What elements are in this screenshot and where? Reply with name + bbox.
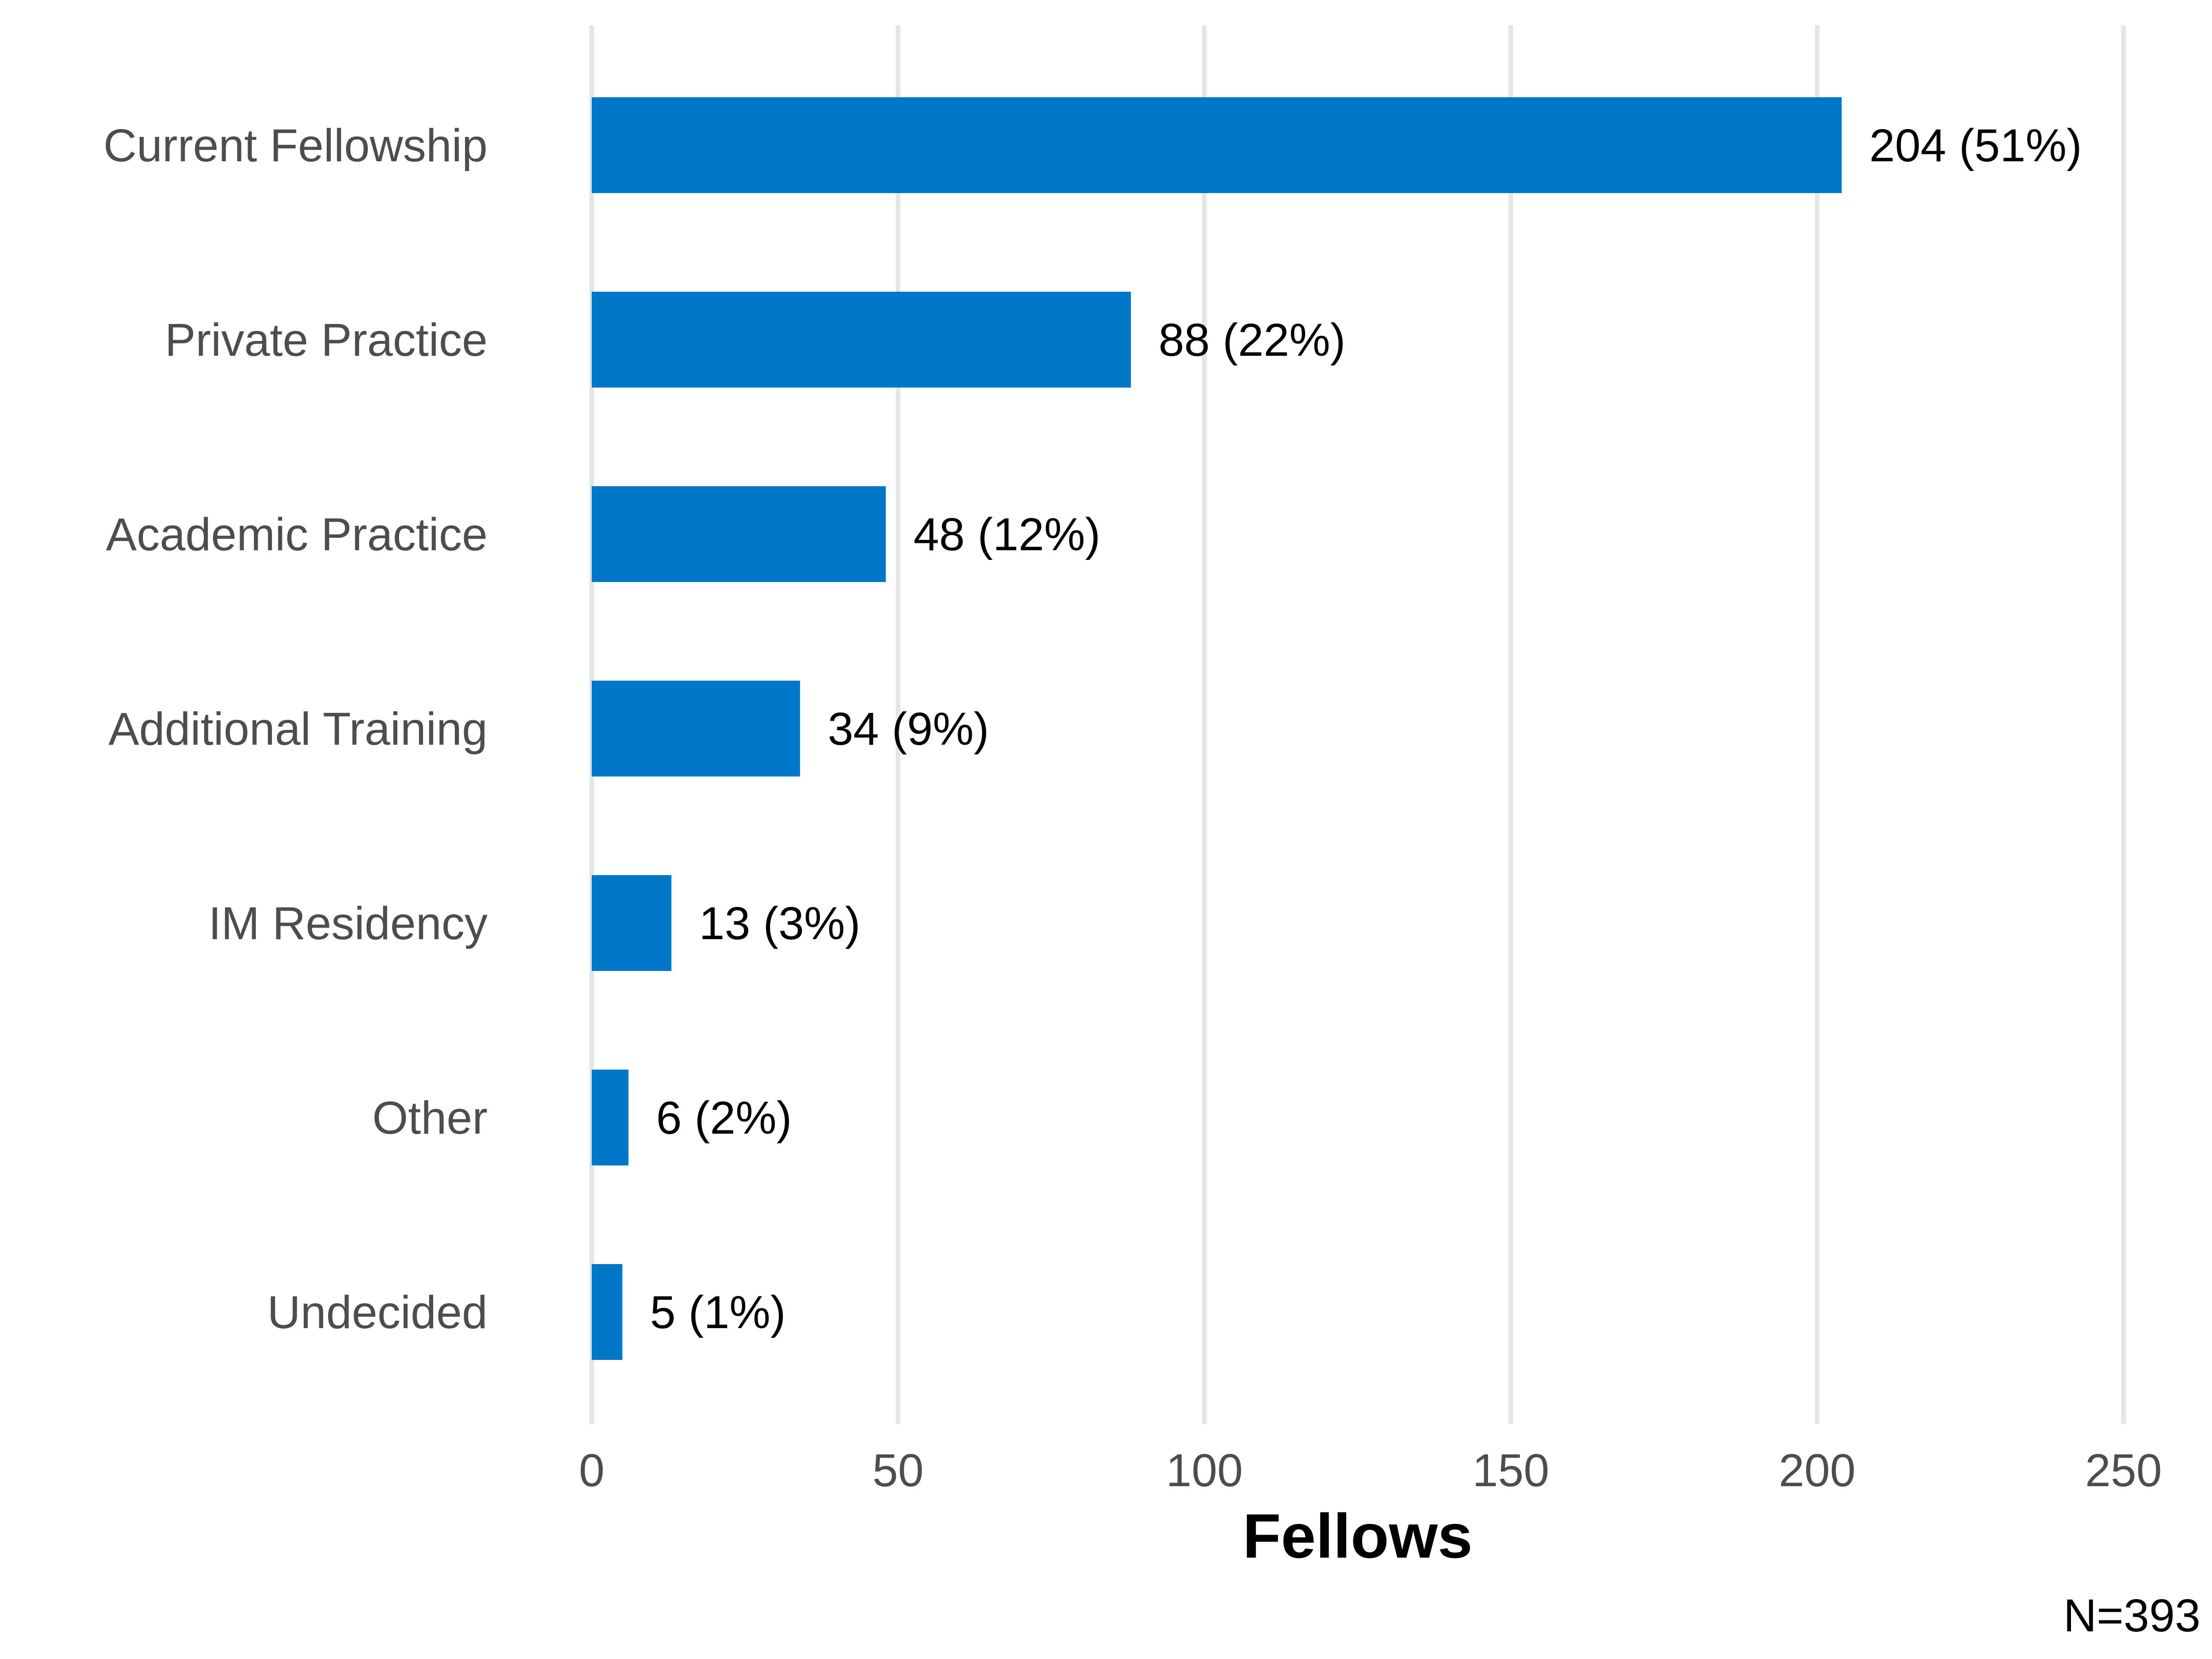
data-label-academic-practice: 48 (12%) — [913, 509, 1100, 560]
bar-academic-practice — [592, 486, 886, 582]
data-label-im-residency: 13 (3%) — [699, 898, 860, 949]
data-label-undecided: 5 (1%) — [650, 1287, 786, 1338]
bar-private-practice — [592, 292, 1131, 388]
bar-current-fellowship — [592, 97, 1842, 193]
bars — [592, 97, 1842, 1360]
gridlines — [589, 25, 2126, 1424]
category-label-academic-practice: Academic Practice — [106, 509, 488, 560]
category-label-additional-training: Additional Training — [108, 703, 488, 755]
category-label-im-residency: IM Residency — [208, 898, 488, 949]
category-label-current-fellowship: Current Fellowship — [103, 120, 488, 171]
bar-undecided — [592, 1264, 623, 1360]
x-tick-label-0: 0 — [579, 1445, 605, 1496]
x-axis-title: Fellows — [1243, 1501, 1473, 1571]
category-label-other: Other — [372, 1092, 488, 1144]
data-label-other: 6 (2%) — [656, 1092, 792, 1144]
x-tick-label-150: 150 — [1472, 1445, 1549, 1496]
category-labels: Current Fellowship Private Practice Academ… — [103, 120, 488, 1338]
data-label-additional-training: 34 (9%) — [828, 703, 989, 755]
x-tick-labels: 0 50 100 150 200 250 — [579, 1445, 2162, 1496]
category-label-undecided: Undecided — [267, 1287, 488, 1338]
data-labels: 204 (51%) 88 (22%) 48 (12%) 34 (9%) 13 (3%) 6… — [650, 120, 2082, 1338]
x-tick-label-200: 200 — [1779, 1445, 1856, 1496]
x-tick-label-100: 100 — [1166, 1445, 1243, 1496]
data-label-current-fellowship: 204 (51%) — [1869, 120, 2082, 171]
category-label-private-practice: Private Practice — [165, 314, 488, 366]
bar-additional-training — [592, 681, 800, 777]
x-tick-label-250: 250 — [2085, 1445, 2162, 1496]
x-tick-label-50: 50 — [872, 1445, 924, 1496]
data-label-private-practice: 88 (22%) — [1159, 314, 1346, 366]
bar-im-residency — [592, 875, 671, 971]
sample-size-note: N=393 — [2064, 1590, 2200, 1641]
bar-other — [592, 1070, 629, 1165]
